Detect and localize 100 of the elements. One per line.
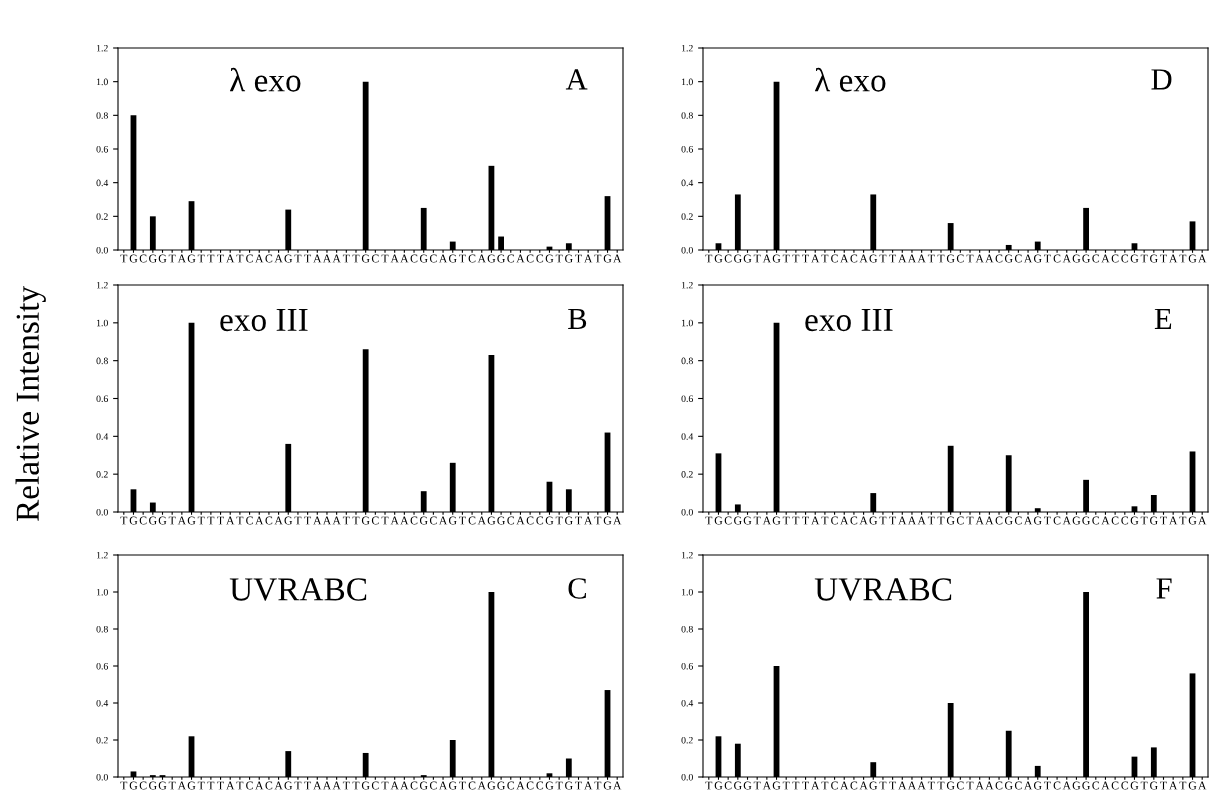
x-tick-label: G	[361, 781, 370, 790]
x-tick-label: T	[1140, 516, 1148, 525]
x-tick-label: C	[410, 516, 418, 525]
x-tick-label: T	[821, 781, 829, 790]
x-tick-label: G	[714, 516, 723, 525]
x-tick-label: A	[226, 516, 235, 525]
x-tick-label: G	[497, 254, 505, 263]
x-tick-label: G	[448, 254, 457, 263]
annotation: A	[565, 69, 588, 90]
y-tick-label: 1.0	[96, 319, 108, 327]
x-tick-label: C	[507, 516, 515, 525]
x-tick-label: A	[975, 254, 984, 263]
y-tick-label: 0.8	[96, 112, 108, 119]
x-tick-label: G	[1150, 781, 1158, 790]
x-tick-label: T	[352, 781, 360, 790]
x-tick-label: A	[859, 781, 868, 790]
x-tick-label: T	[294, 254, 302, 263]
x-tick-label: C	[724, 516, 732, 525]
x-tick-label: C	[468, 781, 476, 790]
x-tick-label: C	[1014, 516, 1022, 525]
x-tick-label: G	[158, 781, 167, 790]
x-tick-label: T	[889, 516, 897, 525]
x-tick-label: A	[313, 516, 322, 525]
x-tick-label: G	[497, 516, 505, 525]
x-tick-label: T	[594, 254, 602, 263]
x-tick-label: T	[236, 781, 244, 790]
x-tick-label: G	[1188, 781, 1197, 790]
x-tick-label: C	[246, 254, 253, 263]
x-tick-label: G	[284, 254, 293, 263]
x-tick-label: A	[255, 254, 264, 263]
x-tick-label: A	[438, 254, 448, 263]
x-tick-label: G	[603, 516, 612, 525]
x-tick-label: A	[516, 516, 525, 525]
x-tick-label: A	[975, 516, 984, 525]
x-tick-label: T	[342, 781, 350, 790]
x-tick-label: C	[507, 254, 515, 263]
y-tick-label: 1.0	[96, 78, 108, 86]
x-tick-label: A	[1198, 516, 1207, 525]
x-tick-label: A	[313, 781, 322, 790]
x-tick-label: T	[889, 254, 897, 263]
y-tick-label: 0.6	[96, 145, 108, 153]
y-tick-label: 0.4	[96, 699, 109, 707]
x-tick-label: G	[158, 254, 167, 263]
y-tick-label: 1.0	[681, 78, 693, 86]
x-tick-label: C	[1092, 254, 1100, 263]
x-tick-label: A	[322, 254, 332, 263]
x-tick-label: T	[821, 516, 829, 525]
x-tick-label: T	[927, 781, 935, 790]
x-tick-label: A	[322, 516, 332, 525]
x-tick-label: A	[322, 781, 332, 790]
x-tick-label: T	[168, 254, 176, 263]
x-tick-label: G	[284, 516, 293, 525]
x-tick-label: G	[545, 516, 554, 525]
x-tick-label: A	[332, 254, 341, 263]
x-tick-label: G	[603, 254, 612, 263]
x-tick-label: C	[1053, 781, 1061, 790]
text: UVRABC	[229, 578, 367, 601]
x-tick-label: T	[753, 254, 761, 263]
x-tick-label: C	[850, 781, 858, 790]
x-tick-label: G	[743, 254, 752, 263]
x-tick-label: T	[217, 781, 224, 790]
x-tick-label: G	[1004, 254, 1013, 263]
annotation: F	[1156, 578, 1172, 599]
x-tick-label: C	[410, 781, 418, 790]
y-tick-label: 0.6	[96, 395, 108, 403]
x-tick-label: T	[555, 254, 563, 263]
x-tick-label: G	[149, 781, 157, 790]
x-tick-label: G	[545, 254, 554, 263]
x-tick-label: C	[371, 254, 379, 263]
x-tick-label: G	[129, 254, 138, 263]
x-tick-label: G	[1130, 516, 1139, 525]
x-tick-label: C	[1014, 254, 1022, 263]
x-tick-label: T	[459, 516, 466, 525]
x-tick-label: C	[371, 781, 379, 790]
chart-title: λ exo	[229, 67, 301, 92]
y-tick-label: 0.8	[96, 357, 108, 365]
x-tick-label: A	[762, 254, 772, 263]
x-tick-label: T	[459, 254, 466, 263]
x-tick-label: G	[869, 254, 878, 263]
x-tick-label: A	[1169, 516, 1178, 525]
x-tick-label: G	[714, 254, 723, 263]
x-tick-label: A	[859, 516, 868, 525]
x-tick-label: A	[811, 781, 820, 790]
x-tick-label: T	[821, 254, 829, 263]
x-tick-label: G	[772, 254, 781, 263]
x-tick-label: C	[1092, 516, 1100, 525]
x-tick-label: A	[332, 781, 341, 790]
x-tick-label: A	[907, 781, 917, 790]
x-tick-label: A	[584, 781, 593, 790]
y-tick-label: 1.0	[681, 319, 693, 327]
x-tick-label: T	[802, 254, 809, 263]
x-tick-label: G	[1082, 254, 1090, 263]
x-tick-label: A	[898, 516, 907, 525]
x-tick-label: T	[966, 781, 974, 790]
x-tick-label: C	[468, 516, 476, 525]
x-tick-label: T	[879, 516, 887, 525]
y-tick-label: 0.6	[681, 395, 693, 403]
x-tick-label: A	[1023, 781, 1033, 790]
x-tick-label: G	[869, 516, 878, 525]
y-tick-label: 1.2	[681, 281, 693, 289]
